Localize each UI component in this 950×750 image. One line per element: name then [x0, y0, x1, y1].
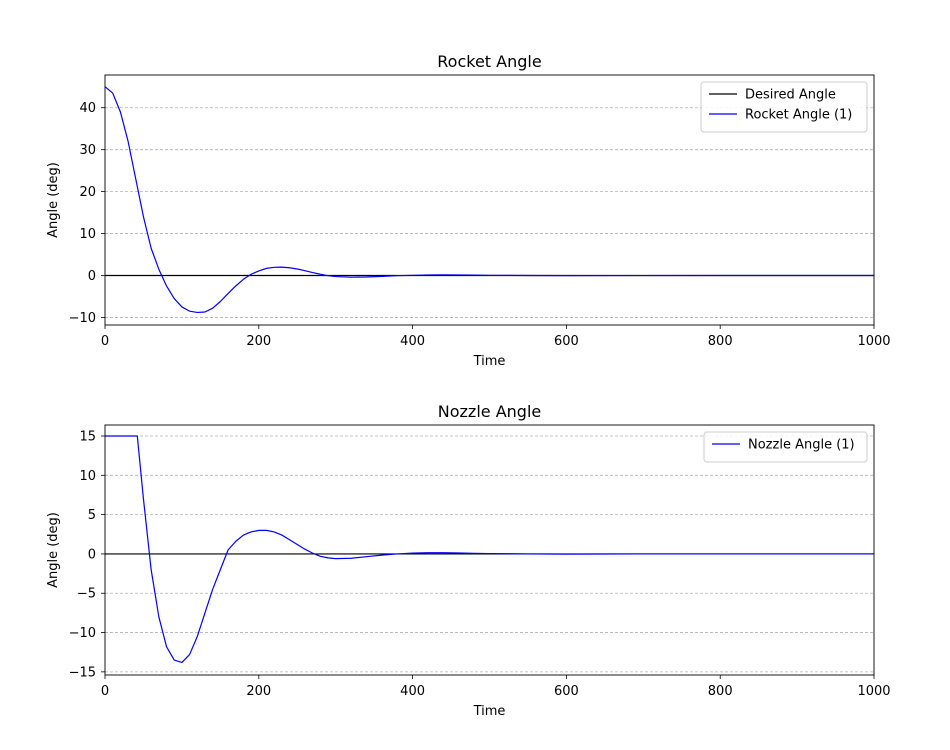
y-tick-label: 15: [79, 430, 96, 445]
x-tick-label: 1000: [857, 684, 890, 699]
x-tick-label: 800: [708, 334, 733, 349]
x-tick-label: 400: [400, 334, 425, 349]
plot-frame: [104, 74, 875, 326]
y-tick-label: −10: [69, 311, 96, 326]
y-axis-label: Angle (deg): [46, 162, 61, 238]
legend-box: [703, 431, 868, 463]
y-tick-label: 0: [88, 547, 96, 562]
y-tick-label: −15: [69, 665, 96, 680]
chart-1: 0 200 400 600 800 1000 −10 0 10 20 30 40 Rocket Angl…: [46, 52, 891, 369]
x-tick-label: 200: [246, 684, 271, 699]
x-tick-label: 1000: [857, 334, 890, 349]
legend-label: Rocket Angle (1): [745, 108, 852, 123]
x-tick-label: 600: [554, 684, 579, 699]
x-tick-label: 0: [101, 684, 109, 699]
legend-label: Desired Angle: [745, 88, 836, 103]
y-tick-label: 5: [88, 508, 96, 523]
y-tick-label: −10: [69, 626, 96, 641]
chart-title: Nozzle Angle: [438, 402, 541, 421]
chart-title: Rocket Angle: [437, 52, 541, 71]
series-line-nozzle-angle-1: [105, 435, 874, 664]
y-axis-label: Angle (deg): [46, 512, 61, 588]
x-axis-label: Time: [473, 354, 506, 369]
legend-label: Nozzle Angle (1): [748, 438, 855, 453]
x-tick-label: 600: [554, 334, 579, 349]
y-tick-label: 30: [79, 143, 96, 158]
legend: Desired Angle Rocket Angle (1): [700, 81, 868, 133]
x-tick-label: 0: [101, 334, 109, 349]
x-tick-label: 200: [246, 334, 271, 349]
y-tick-label: 0: [88, 269, 96, 284]
series-line-rocket-angle-1: [105, 86, 874, 314]
x-tick-label: 400: [400, 684, 425, 699]
y-tick-label: 10: [79, 469, 96, 484]
x-tick-label: 800: [708, 684, 733, 699]
chart-2: 0 200 400 600 800 1000 −15 −10 −5 0 5 10 15 Nozzle An…: [46, 402, 891, 719]
plot-frame: [104, 424, 875, 676]
y-tick-label: 10: [79, 227, 96, 242]
y-tick-label: 40: [79, 101, 96, 116]
x-axis-label: Time: [473, 704, 506, 719]
legend-box: [700, 81, 868, 133]
y-tick-label: −5: [77, 587, 96, 602]
y-tick-label: 20: [79, 185, 96, 200]
legend: Nozzle Angle (1): [703, 431, 868, 463]
